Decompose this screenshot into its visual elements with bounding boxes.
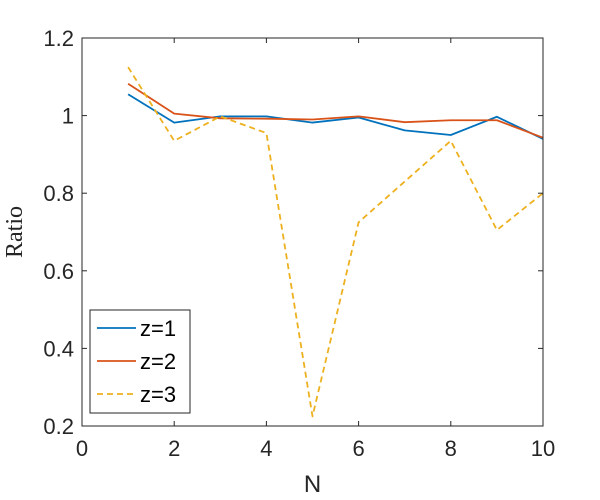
y-axis-title: Ratio <box>2 206 28 258</box>
series-layer <box>127 66 544 418</box>
legend-label: z=3 <box>140 382 176 407</box>
series-line-z-1 <box>127 93 544 140</box>
x-ticks: 0 2 4 6 8 10 <box>76 38 555 461</box>
x-tick-label: 10 <box>531 436 555 461</box>
x-tick-label: 4 <box>260 436 272 461</box>
x-tick-label: 8 <box>445 436 457 461</box>
y-tick-label: 0.6 <box>43 259 74 284</box>
y-tick-label: 0.4 <box>43 336 74 361</box>
legend: z=1 z=2 z=3 <box>89 309 191 414</box>
x-tick-label: 0 <box>76 436 88 461</box>
x-tick-label: 6 <box>352 436 364 461</box>
y-tick-label: 0.8 <box>43 181 74 206</box>
y-tick-label: 1 <box>62 104 74 129</box>
series-line-z-3 <box>127 66 544 418</box>
series-line-z-2 <box>127 83 544 139</box>
y-ticks: 0.2 0.4 0.6 0.8 1 1.2 <box>43 26 543 439</box>
y-tick-label: 1.2 <box>43 26 74 51</box>
x-tick-label: 2 <box>168 436 180 461</box>
legend-label: z=2 <box>140 349 176 374</box>
y-tick-label: 0.2 <box>43 414 74 439</box>
plot-frame <box>81 37 544 427</box>
x-axis-title: N <box>304 471 321 498</box>
legend-label: z=1 <box>140 316 176 341</box>
